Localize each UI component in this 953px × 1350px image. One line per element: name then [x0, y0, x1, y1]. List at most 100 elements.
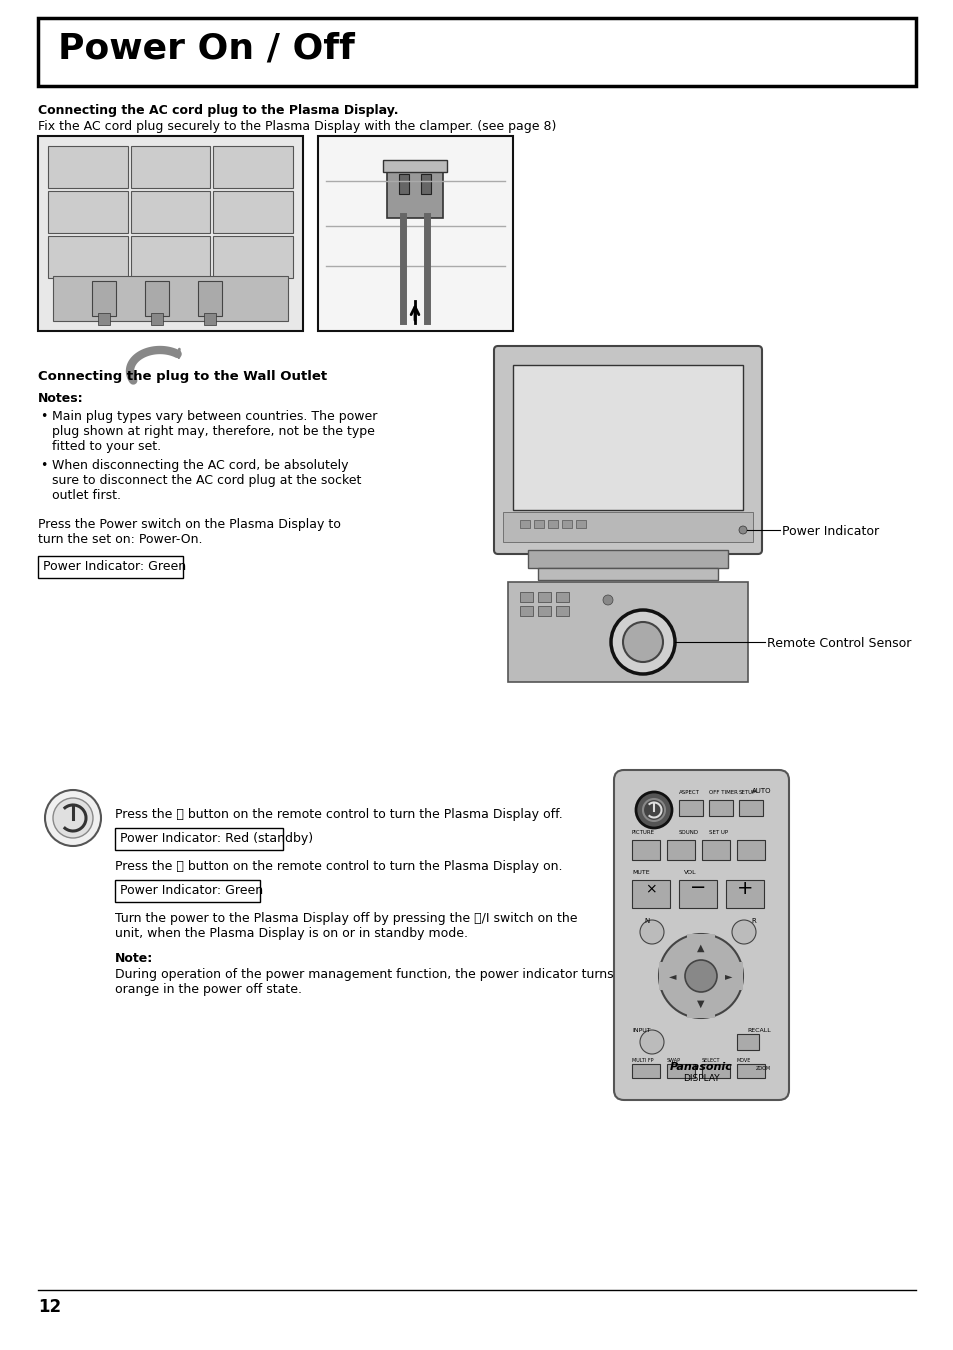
- Circle shape: [739, 526, 746, 535]
- Text: +: +: [736, 879, 753, 898]
- Bar: [48, 146, 128, 188]
- Bar: [666, 840, 695, 860]
- Text: N: N: [643, 918, 649, 923]
- Bar: [502, 512, 752, 541]
- Circle shape: [684, 960, 717, 992]
- Text: unit, when the Plasma Display is on or in standby mode.: unit, when the Plasma Display is on or i…: [115, 927, 468, 940]
- Bar: [213, 146, 293, 188]
- Text: SELECT: SELECT: [701, 1058, 720, 1062]
- Text: sure to disconnect the AC cord plug at the socket: sure to disconnect the AC cord plug at t…: [52, 474, 361, 487]
- Text: Main plug types vary between countries. The power: Main plug types vary between countries. …: [52, 410, 377, 423]
- Bar: [204, 313, 216, 325]
- Text: Power Indicator: Red (standby): Power Indicator: Red (standby): [120, 832, 313, 845]
- Circle shape: [53, 798, 92, 838]
- Bar: [527, 549, 727, 568]
- Circle shape: [731, 919, 755, 944]
- Bar: [556, 606, 568, 616]
- Bar: [519, 593, 533, 602]
- Bar: [679, 801, 702, 815]
- Bar: [198, 281, 222, 316]
- Text: •: •: [40, 410, 48, 423]
- Bar: [659, 963, 742, 990]
- Bar: [537, 606, 551, 616]
- Text: R: R: [750, 918, 755, 923]
- Bar: [534, 520, 543, 528]
- Bar: [48, 236, 128, 278]
- Text: •: •: [40, 459, 48, 472]
- Circle shape: [639, 919, 663, 944]
- Bar: [737, 1034, 759, 1050]
- Circle shape: [610, 610, 675, 674]
- Text: Power On / Off: Power On / Off: [58, 32, 355, 66]
- Text: Press the ⓢ button on the remote control to turn the Plasma Display off.: Press the ⓢ button on the remote control…: [115, 809, 562, 821]
- Circle shape: [642, 799, 664, 821]
- Text: orange in the power off state.: orange in the power off state.: [115, 983, 302, 996]
- Text: outlet first.: outlet first.: [52, 489, 121, 502]
- Bar: [92, 281, 116, 316]
- Text: MOVE: MOVE: [737, 1058, 751, 1062]
- Bar: [38, 556, 183, 578]
- Bar: [631, 1064, 659, 1079]
- Circle shape: [45, 790, 101, 846]
- Text: DISPLAY: DISPLAY: [682, 1075, 719, 1083]
- Text: AUTO: AUTO: [751, 788, 770, 794]
- Text: ⨯: ⨯: [644, 882, 656, 895]
- Bar: [382, 161, 447, 171]
- Text: INPUT: INPUT: [631, 1027, 650, 1033]
- Bar: [507, 582, 747, 682]
- Bar: [398, 174, 409, 194]
- Bar: [725, 880, 763, 909]
- Text: Fix the AC cord plug securely to the Plasma Display with the clamper. (see page : Fix the AC cord plug securely to the Pla…: [38, 120, 556, 134]
- Text: VOL: VOL: [683, 869, 696, 875]
- Circle shape: [636, 792, 671, 828]
- Circle shape: [659, 934, 742, 1018]
- Bar: [631, 840, 659, 860]
- Text: Notes:: Notes:: [38, 392, 84, 405]
- Text: RECALL: RECALL: [746, 1027, 770, 1033]
- Text: SET UP: SET UP: [708, 830, 727, 836]
- Bar: [213, 190, 293, 234]
- Text: ►: ►: [724, 971, 732, 981]
- Bar: [38, 18, 915, 86]
- Text: Panasonic: Panasonic: [669, 1062, 732, 1072]
- Text: SETUP: SETUP: [739, 790, 756, 795]
- Bar: [38, 136, 303, 331]
- Text: ▲: ▲: [697, 944, 704, 953]
- Text: Turn the power to the Plasma Display off by pressing the ⏻/I switch on the: Turn the power to the Plasma Display off…: [115, 913, 577, 925]
- Bar: [561, 520, 572, 528]
- Bar: [98, 313, 111, 325]
- Bar: [115, 828, 283, 850]
- Text: During operation of the power management function, the power indicator turns: During operation of the power management…: [115, 968, 613, 981]
- Circle shape: [622, 622, 662, 662]
- Bar: [152, 313, 163, 325]
- Bar: [53, 275, 288, 321]
- Text: turn the set on: Power-On.: turn the set on: Power-On.: [38, 533, 202, 545]
- Circle shape: [602, 595, 613, 605]
- Text: SOUND: SOUND: [679, 830, 699, 836]
- Bar: [666, 1064, 695, 1079]
- Text: MUTE: MUTE: [631, 869, 649, 875]
- Text: Power Indicator: Power Indicator: [781, 525, 879, 539]
- Bar: [737, 1064, 764, 1079]
- Text: OFF TIMER: OFF TIMER: [708, 790, 737, 795]
- Bar: [679, 880, 717, 909]
- Text: −: −: [689, 879, 705, 898]
- Bar: [519, 520, 530, 528]
- FancyBboxPatch shape: [614, 769, 788, 1100]
- Bar: [547, 520, 558, 528]
- Bar: [556, 593, 568, 602]
- Bar: [131, 190, 210, 234]
- Bar: [420, 174, 431, 194]
- FancyBboxPatch shape: [494, 346, 761, 554]
- Bar: [131, 236, 210, 278]
- Text: plug shown at right may, therefore, not be the type: plug shown at right may, therefore, not …: [52, 425, 375, 437]
- Text: PICTURE: PICTURE: [631, 830, 655, 836]
- Circle shape: [639, 1030, 663, 1054]
- Text: Power Indicator: Green: Power Indicator: Green: [43, 560, 186, 572]
- Text: Connecting the AC cord plug to the Plasma Display.: Connecting the AC cord plug to the Plasm…: [38, 104, 398, 117]
- Bar: [686, 934, 714, 1018]
- Bar: [513, 364, 742, 510]
- Text: Power Indicator: Green: Power Indicator: Green: [120, 884, 263, 896]
- Text: Note:: Note:: [115, 952, 153, 965]
- Text: fitted to your set.: fitted to your set.: [52, 440, 161, 454]
